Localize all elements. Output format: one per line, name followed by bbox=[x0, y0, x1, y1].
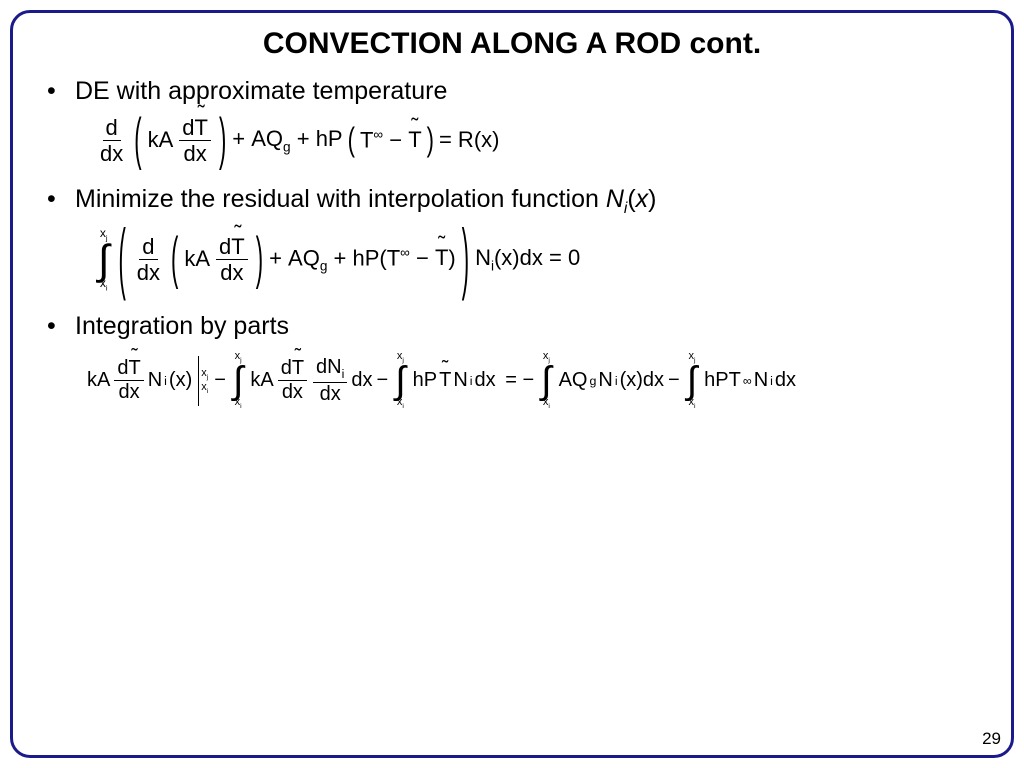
bullet-1-text: DE with approximate temperature bbox=[75, 77, 447, 105]
page-number: 29 bbox=[982, 729, 1001, 749]
bullet-2: Minimize the residual with interpolation… bbox=[41, 183, 983, 219]
equation-2: xj ∫ xi ( ddx ( kA dTdx ) + AQg + hP(T∞ … bbox=[95, 227, 983, 292]
bullet-1: DE with approximate temperature bbox=[41, 75, 983, 108]
slide-frame: CONVECTION ALONG A ROD cont. DE with app… bbox=[10, 10, 1014, 758]
equation-1: ddx ( kA dTdx ) + AQg + hP ( T∞ − T ) = … bbox=[95, 116, 983, 165]
bullet-list: DE with approximate temperature bbox=[41, 75, 983, 108]
equation-3: kA dTdx Ni(x) xjxi − xj ∫ xi kA dTdx dNi… bbox=[87, 351, 983, 411]
bullet-2-text: Minimize the residual with interpolation… bbox=[75, 185, 606, 213]
bullet-list-3: Integration by parts bbox=[41, 310, 983, 343]
bullet-list-2: Minimize the residual with interpolation… bbox=[41, 183, 983, 219]
bullet-3: Integration by parts bbox=[41, 310, 983, 343]
bullet-2-arg: (x) bbox=[627, 185, 656, 213]
bullet-3-text: Integration by parts bbox=[75, 312, 289, 340]
bullet-2-fn: Ni bbox=[606, 185, 628, 213]
slide-title: CONVECTION ALONG A ROD cont. bbox=[41, 27, 983, 61]
